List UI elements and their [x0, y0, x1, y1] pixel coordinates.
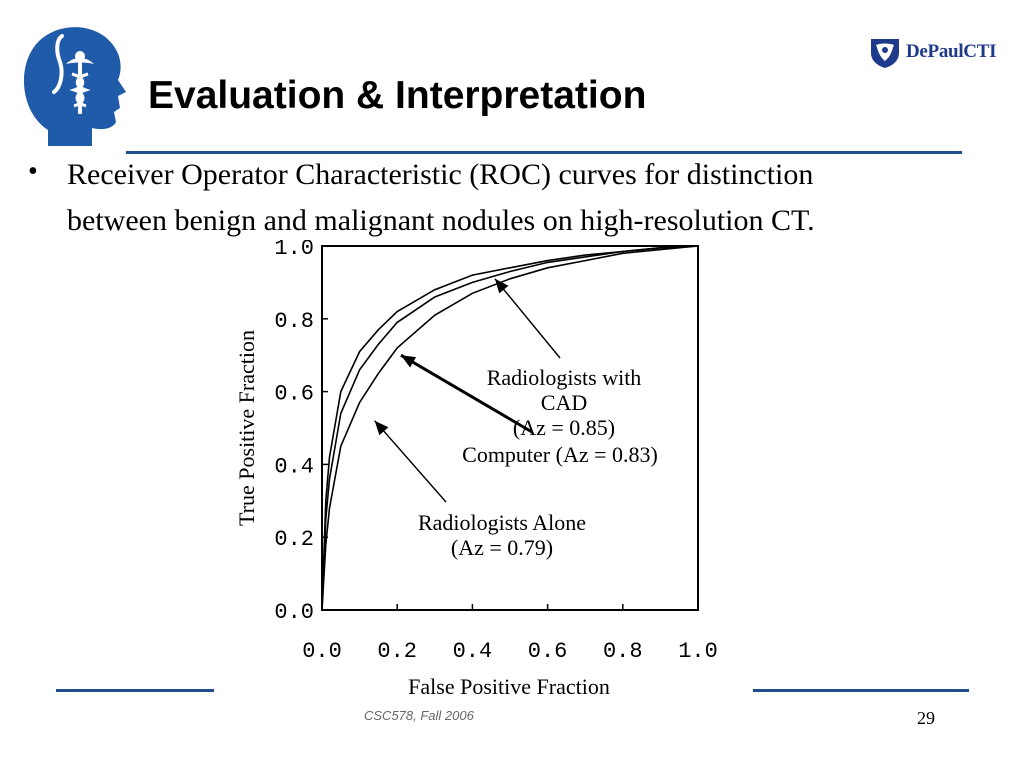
y-tick-label: 0.6 [274, 382, 314, 407]
annotation-arrow [400, 353, 533, 434]
annotation-bg [415, 510, 589, 535]
footer-divider-right [753, 689, 969, 692]
annotation-arrow [374, 420, 447, 503]
annotation-bg [484, 365, 644, 390]
annotation-label: Radiologists with [487, 365, 642, 390]
bullet-line-1: Receiver Operator Characteristic (ROC) c… [67, 158, 814, 191]
footer-divider-left [56, 689, 214, 692]
annotation-bg [538, 390, 590, 415]
brand-text: DePaulCTI [906, 41, 997, 62]
x-tick-label: 0.6 [528, 639, 568, 664]
annotation-label: (Az = 0.85) [513, 415, 615, 440]
axis-ticks: 0.0 0.2 0.4 0.6 0.8 1.0 0.0 0.2 0.4 0.6 0.8 1.0 [274, 240, 717, 664]
slicer-logo [23, 27, 126, 146]
x-tick-label: 0.4 [453, 639, 493, 664]
bullet-marker: • [28, 156, 38, 187]
x-tick-label: 0.0 [302, 639, 342, 664]
arrow-head [400, 355, 417, 368]
annotation-bg [460, 442, 660, 467]
x-axis-label: False Positive Fraction [408, 674, 610, 699]
page-number: 29 [917, 708, 935, 728]
title-divider [126, 151, 962, 154]
annotation-label: (Az = 0.79) [451, 535, 553, 560]
arrow-head [494, 278, 509, 294]
x-tick-label: 0.2 [377, 639, 417, 664]
footer-course: CSC578, Fall 2006 [364, 708, 474, 723]
x-tick-label: 1.0 [678, 639, 718, 664]
series-group [321, 245, 699, 611]
series-line [321, 245, 699, 611]
annotation-label: Radiologists Alone [418, 510, 586, 535]
page-title: Evaluation & Interpretation [148, 74, 647, 117]
brand-logo: DePaulCTI [868, 34, 997, 70]
annotation-arrow [494, 278, 561, 359]
x-tick-label: 0.8 [603, 639, 643, 664]
y-tick-label: 0.0 [274, 600, 314, 625]
annotation-label: CAD [541, 390, 587, 415]
annotation-bg [448, 535, 556, 560]
y-tick-label: 0.2 [274, 527, 314, 552]
y-axis-label: True Positive Fraction [234, 330, 259, 526]
y-tick-label: 0.8 [274, 309, 314, 334]
series-line [321, 245, 699, 611]
y-tick-label: 1.0 [274, 240, 314, 261]
roc-chart: 0.0 0.2 0.4 0.6 0.8 1.0 0.0 0.2 0.4 0.6 0.8 1.0 Rad… [234, 240, 718, 699]
annotation-bg [510, 415, 618, 440]
annotation-label: Computer (Az = 0.83) [462, 442, 658, 467]
y-tick-label: 0.4 [274, 454, 314, 479]
bullet-text: Receiver Operator Characteristic (ROC) c… [67, 152, 947, 244]
shield-icon [871, 39, 899, 68]
bullet-line-2: between benign and malignant nodules on … [67, 204, 815, 237]
arrow-head [374, 420, 389, 436]
